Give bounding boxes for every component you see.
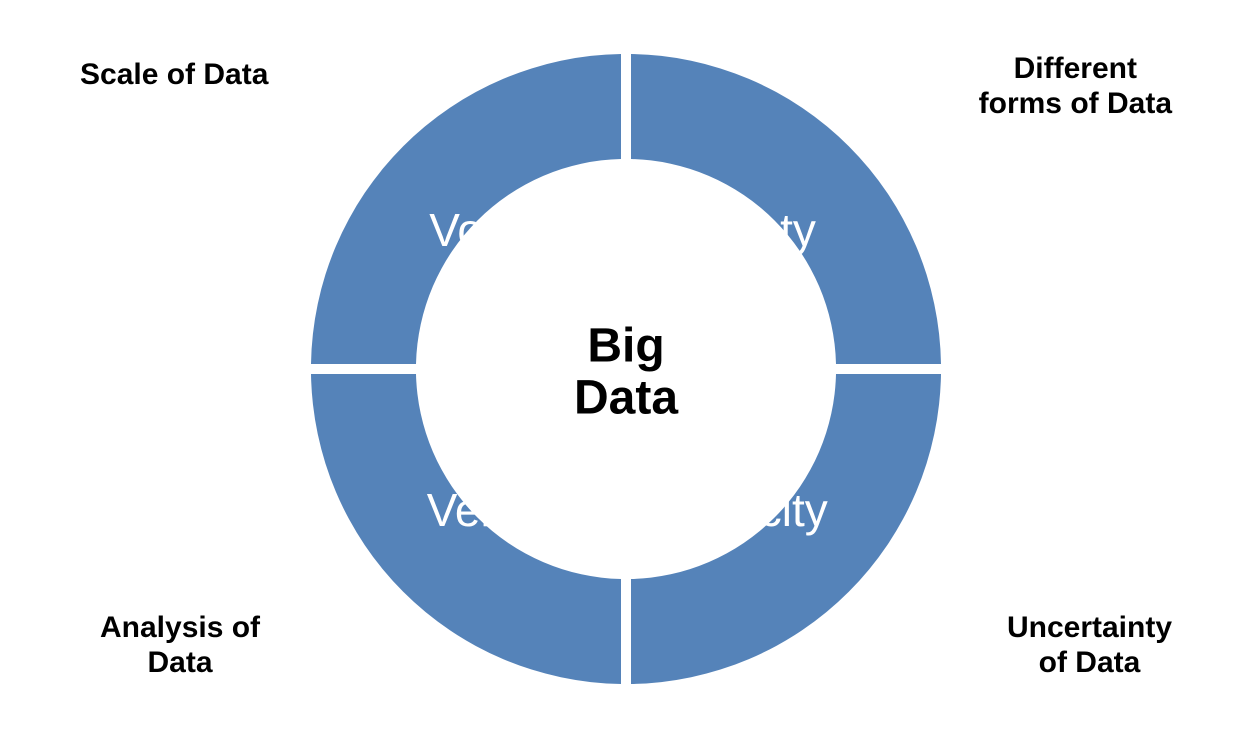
center-label-line2: Data: [574, 372, 678, 425]
outer-label-top-left: Scale of Data: [80, 58, 268, 93]
donut-svg: Volume Variety Velocity Veracity Big Dat…: [306, 49, 946, 689]
outer-label-bottom-right: Uncertainty of Data: [1007, 611, 1172, 680]
quadrant-label-top-left: Volume: [429, 204, 582, 256]
center-label-line1: Big: [587, 320, 664, 373]
quadrant-label-bottom-left: Velocity: [427, 484, 586, 536]
quadrant-label-bottom-right: Veracity: [664, 484, 828, 536]
quadrant-label-top-right: Variety: [676, 204, 816, 256]
outer-label-bottom-left: Analysis of Data: [100, 611, 260, 680]
outer-label-top-right: Different forms of Data: [979, 52, 1172, 121]
big-data-donut-diagram: Volume Variety Velocity Veracity Big Dat…: [306, 49, 946, 689]
